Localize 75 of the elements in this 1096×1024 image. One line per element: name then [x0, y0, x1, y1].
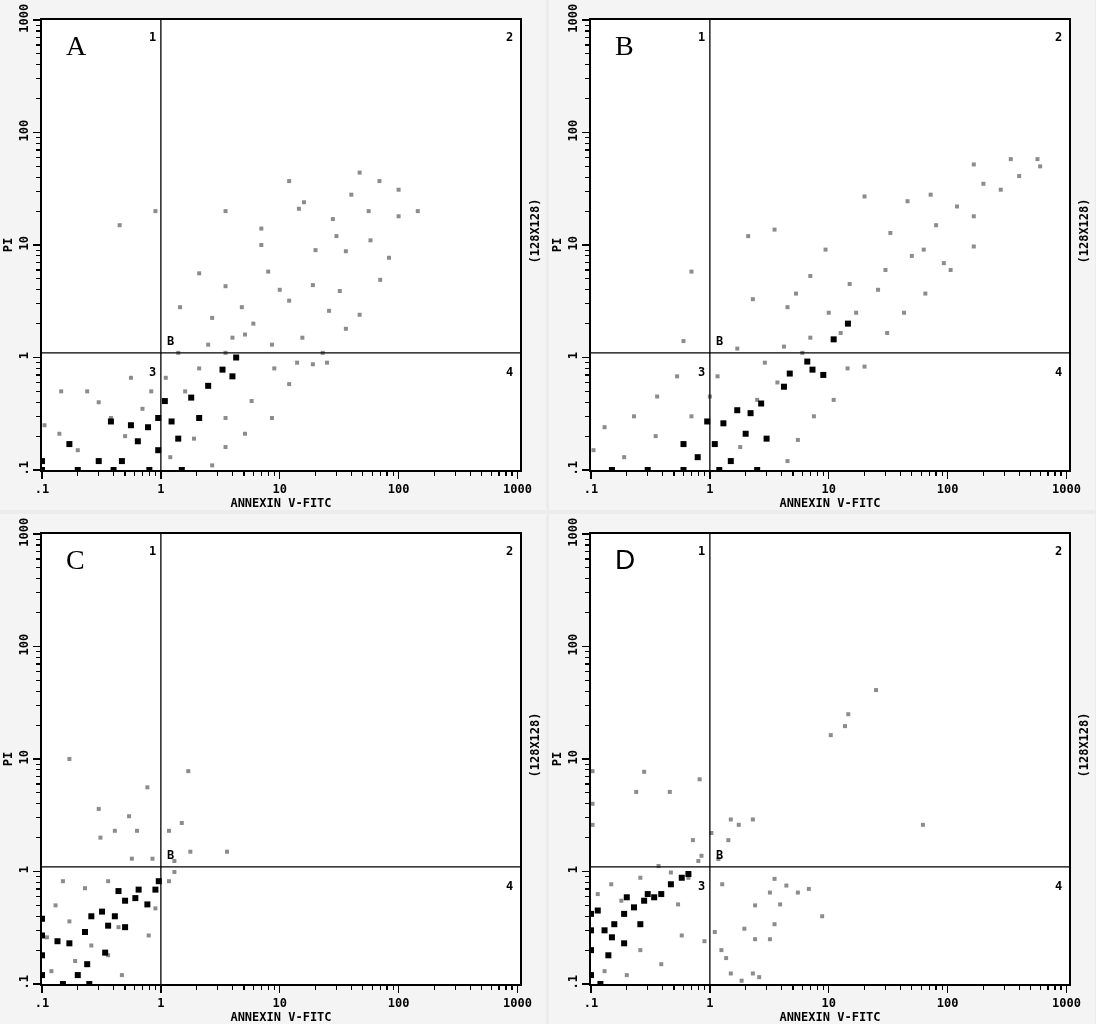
x-axis-title: ANNEXIN V-FITC — [230, 1010, 332, 1024]
x-axis-title: ANNEXIN V-FITC — [779, 496, 881, 510]
x-tick-label: 10 — [821, 996, 836, 1011]
y-tick-label: 100 — [566, 119, 581, 142]
y-tick-label: 100 — [17, 119, 32, 142]
y-tick-label: 10 — [566, 749, 581, 765]
annotation: B — [167, 848, 175, 862]
annotation: 2 — [506, 544, 514, 558]
annotation: 1 — [149, 544, 157, 558]
annotation: 1 — [698, 544, 706, 558]
chart-title: C — [65, 544, 85, 576]
x-tick-label: .1 — [34, 482, 50, 497]
x-tick-label: 1000 — [1052, 482, 1081, 497]
y-tick-label: .1 — [17, 974, 32, 990]
x-tick-label: 100 — [387, 482, 410, 497]
annotation: 3 — [149, 365, 157, 379]
x-axis-title: ANNEXIN V-FITC — [230, 496, 332, 510]
text: (128X128) — [527, 198, 542, 264]
y-tick-label: 10 — [566, 235, 581, 251]
y-tick-label: 1000 — [566, 517, 581, 547]
y-tick-label: 10 — [17, 749, 32, 765]
x-tick-label: 100 — [936, 996, 959, 1011]
text: (128X128) — [527, 712, 542, 778]
y-tick-label: 1000 — [17, 517, 32, 547]
annotation: 3 — [698, 879, 706, 893]
x-tick-label: 10 — [272, 996, 287, 1011]
y-tick-label: 100 — [17, 633, 32, 656]
y-tick-label: .1 — [17, 460, 32, 476]
y-axis-title: PI — [1, 237, 15, 253]
annotation: 2 — [1055, 544, 1063, 558]
y-tick-label: 1 — [17, 866, 32, 874]
annotation: 4 — [506, 879, 514, 893]
annotation: 4 — [1055, 879, 1063, 893]
x-tick-label: 1 — [706, 996, 714, 1011]
chart-title: D — [614, 544, 636, 576]
y-axis-title: PI — [1, 751, 15, 767]
y-tick-label: 1 — [566, 866, 581, 874]
x-tick-label: 10 — [821, 482, 836, 497]
x-tick-label: 1000 — [1052, 996, 1081, 1011]
annotation: 4 — [506, 365, 514, 379]
y-tick-label: 1000 — [17, 3, 32, 33]
y-tick-label: .1 — [566, 974, 581, 990]
chart-title: B — [614, 30, 634, 62]
y-axis-title: PI — [550, 237, 564, 253]
annotation: B — [716, 848, 724, 862]
y-tick-label: 1000 — [566, 3, 581, 33]
y-tick-label: 1 — [566, 352, 581, 360]
x-tick-label: .1 — [583, 482, 599, 497]
x-tick-label: .1 — [34, 996, 50, 1011]
text: (128X128) — [1076, 198, 1091, 264]
y-tick-label: .1 — [566, 460, 581, 476]
x-axis-title: ANNEXIN V-FITC — [779, 1010, 881, 1024]
annotation: 1 — [149, 30, 157, 44]
annotation: 2 — [1055, 30, 1063, 44]
y-tick-label: 10 — [17, 235, 32, 251]
x-tick-label: 10 — [272, 482, 287, 497]
chart-title: A — [65, 30, 87, 62]
annotation: B — [167, 334, 175, 348]
x-tick-label: 100 — [936, 482, 959, 497]
x-tick-label: 1000 — [503, 996, 532, 1011]
annotation: 3 — [698, 365, 706, 379]
x-tick-label: 1 — [157, 996, 165, 1011]
text: (128X128) — [1076, 712, 1091, 778]
x-tick-label: 1 — [157, 482, 165, 497]
x-tick-label: 1 — [706, 482, 714, 497]
annotation: B — [716, 334, 724, 348]
y-tick-label: 1 — [17, 352, 32, 360]
y-axis-title: PI — [550, 751, 564, 767]
x-tick-label: 100 — [387, 996, 410, 1011]
annotation: 1 — [698, 30, 706, 44]
x-tick-label: .1 — [583, 996, 599, 1011]
x-tick-label: 1000 — [503, 482, 532, 497]
annotation: 2 — [506, 30, 514, 44]
y-tick-label: 100 — [566, 633, 581, 656]
annotation: 4 — [1055, 365, 1063, 379]
